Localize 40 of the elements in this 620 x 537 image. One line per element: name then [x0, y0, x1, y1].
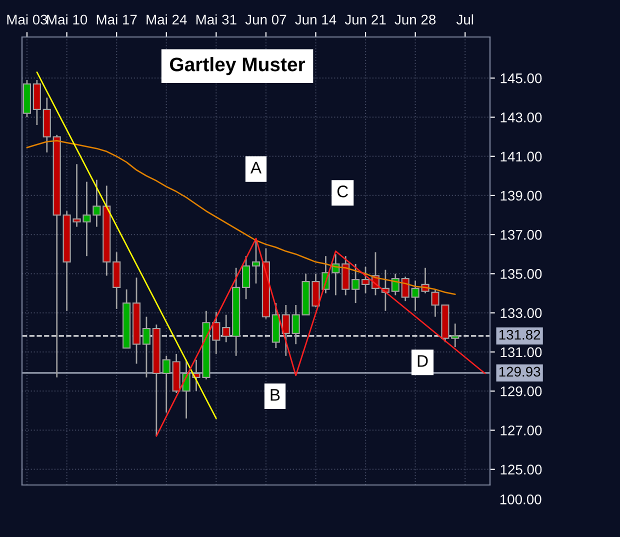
text: Gartley Muster: [170, 57, 306, 76]
candlestick: [361, 266, 370, 294]
x-tick-label: Mai 31: [196, 14, 236, 25]
y-tick-label: 145.00: [500, 73, 542, 84]
line-series: [156, 238, 486, 437]
candlestick: [162, 355, 170, 414]
candlestick: [242, 255, 250, 300]
y-tick-label: 141.00: [500, 152, 542, 162]
candlestick: [451, 322, 460, 348]
x-tick-label: Mai 24: [146, 14, 187, 25]
y-tick-label: 129.00: [500, 386, 542, 396]
candlestick: [352, 263, 360, 304]
y-tick-label: 143.00: [500, 112, 542, 122]
y-tick-label: 135.00: [500, 269, 542, 279]
x-tick-label: Mai 17: [96, 14, 137, 25]
x-tick-label: Jun 21: [344, 14, 386, 25]
annotation: A: [250, 162, 262, 174]
annotation: B: [270, 389, 280, 401]
x-tick-label: Jun 07: [245, 14, 286, 25]
y-tick-label: 139.00: [500, 190, 542, 201]
ref-line-label: 129.93: [499, 366, 540, 377]
text: 100.00: [500, 494, 542, 504]
y-tick-label: 125.00: [500, 464, 542, 475]
y-tick-label: 131.00: [500, 347, 542, 358]
y-tick-label: 137.00: [500, 230, 542, 240]
candlestick: [222, 314, 230, 343]
annotation: D: [418, 355, 428, 367]
x-tick-label: Jul: [456, 14, 474, 25]
x-tick-label: Jun 14: [295, 14, 336, 25]
candlestick: [391, 273, 400, 296]
x-tick-label: Mai 03: [7, 14, 48, 25]
x-tick-label: Mai 10: [47, 14, 88, 25]
candlestick: [401, 276, 410, 302]
candlestick: [142, 316, 151, 378]
candlestick: [282, 304, 290, 357]
annotation: C: [337, 186, 348, 198]
y-tick-label: 133.00: [500, 308, 542, 318]
x-tick-label: Jun 28: [394, 14, 436, 25]
ref-line-label: 131.82: [499, 330, 540, 340]
y-tick-label: 127.00: [500, 426, 542, 436]
